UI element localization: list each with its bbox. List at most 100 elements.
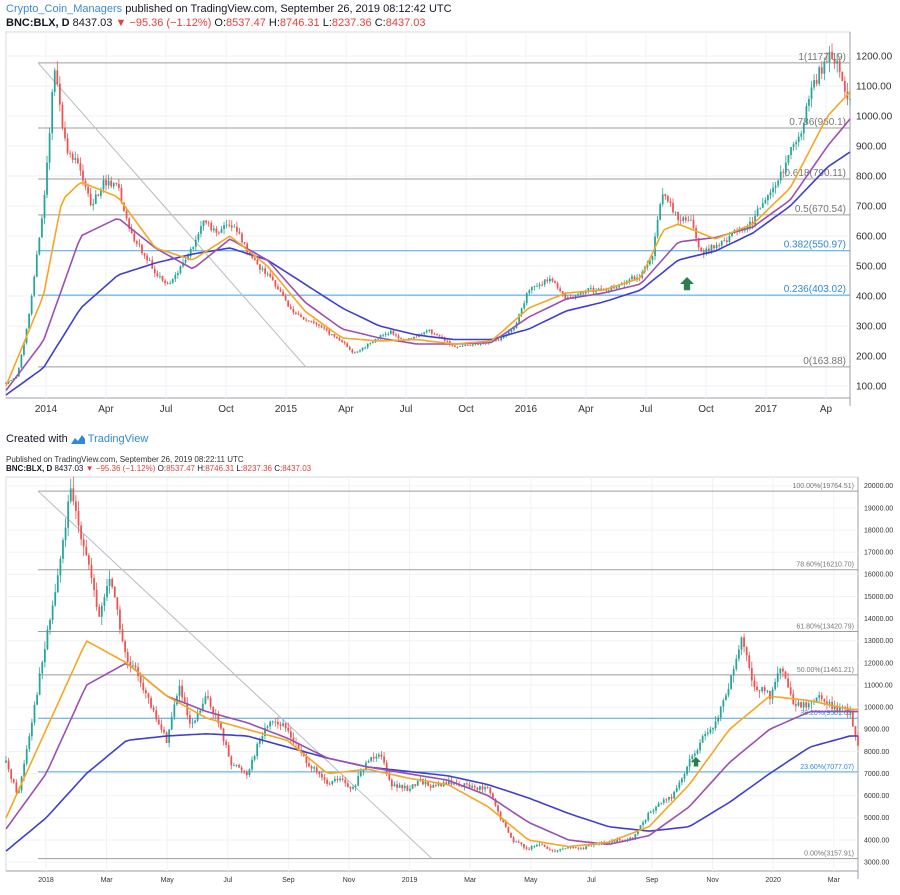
candle-body: [469, 345, 472, 347]
candle-body: [820, 695, 823, 700]
candle-body: [64, 527, 67, 541]
candle-body: [189, 248, 192, 257]
candle-body: [336, 336, 338, 339]
candle-body: [551, 849, 554, 851]
down-triangle-icon: ▼: [85, 464, 94, 473]
candle-body: [651, 256, 654, 260]
candle-body: [89, 193, 92, 206]
candle-body: [256, 743, 259, 757]
candle-body: [160, 724, 163, 730]
candle-body: [112, 183, 115, 187]
candle-body: [197, 233, 200, 240]
candle-body: [797, 136, 800, 143]
candle-body: [662, 799, 665, 803]
candle-body: [33, 704, 36, 723]
candle-body: [836, 60, 839, 64]
candle-body: [176, 273, 179, 275]
candle-body: [682, 217, 685, 221]
candle-body: [507, 827, 510, 833]
candle-body: [377, 338, 379, 340]
candle-body: [169, 282, 172, 284]
candle-body: [352, 786, 354, 789]
candle-body: [33, 276, 36, 296]
candle-body: [420, 334, 423, 335]
chart1-area[interactable]: 1200.00 1100.00 1000.00 900.00 800.00 700.00 6…: [0, 30, 900, 428]
candle-body: [608, 842, 611, 844]
candle-body: [523, 844, 525, 848]
candle-body: [758, 689, 761, 692]
candle-body: [313, 767, 316, 769]
candle-body: [795, 142, 798, 145]
candle-body: [525, 293, 528, 304]
candle-body: [766, 690, 769, 692]
candle-body: [356, 351, 359, 353]
fib-level-label: 100.00%(19764.51): [793, 483, 855, 490]
open-value: 8537.47: [166, 464, 195, 473]
candle-body: [171, 279, 174, 283]
candle-body: [838, 60, 841, 72]
candle-body: [512, 837, 515, 843]
candle-body: [732, 669, 735, 676]
candle-body: [554, 850, 556, 852]
candle-body: [382, 334, 384, 336]
candle-body: [119, 609, 121, 630]
close-label: C:: [274, 464, 283, 473]
candle-body: [704, 734, 707, 737]
y-tick-label: 9000.00: [864, 727, 889, 734]
candle-body: [579, 292, 582, 295]
tradingview-logo-icon: [70, 435, 85, 444]
candle-body: [535, 845, 538, 847]
candle-body: [215, 228, 218, 233]
y-tick-label: 20000.00: [864, 483, 893, 490]
candle-body: [700, 247, 703, 252]
candle-body: [264, 268, 266, 274]
candle-body: [660, 802, 663, 804]
candle-body: [150, 697, 152, 708]
candle-body: [777, 180, 780, 186]
candle-body: [366, 343, 369, 348]
last-price: 8437.03: [54, 464, 84, 473]
candle-body: [166, 283, 169, 284]
candle-body: [730, 675, 732, 689]
candle-body: [802, 702, 805, 708]
fib-level-label: 0(163.88): [803, 356, 846, 367]
candle-body: [259, 264, 261, 270]
candle-body: [668, 796, 670, 800]
price-change: −95.36 (−1.12%): [129, 17, 212, 29]
chart2-area[interactable]: 20000.00 19000.00 18000.00 17000.00 16000.00…: [0, 473, 900, 893]
candle-body: [90, 564, 93, 579]
candle-body: [533, 846, 536, 848]
candle-body: [326, 779, 329, 784]
candle-body: [243, 770, 246, 773]
candle-body: [261, 735, 264, 740]
candle-body: [94, 194, 97, 204]
author-link[interactable]: Crypto_Coin_Managers: [6, 3, 123, 15]
candle-body: [7, 380, 10, 384]
x-tick-label: 2014: [35, 404, 58, 415]
low-value: 8237.36: [243, 464, 272, 473]
candle-body: [359, 771, 362, 777]
moving-average-slow-line: [5, 732, 858, 852]
candle-body: [722, 700, 725, 707]
candle-body: [520, 842, 523, 845]
tradingview-brand[interactable]: TradingView: [87, 433, 149, 445]
candle-body: [174, 274, 177, 280]
candle-body: [818, 695, 821, 698]
y-tick-label: 1100.00: [856, 81, 892, 92]
candle-body: [486, 787, 489, 788]
candle-body: [56, 575, 59, 593]
candle-body: [460, 786, 463, 788]
candle-body: [349, 786, 352, 789]
candle-body: [636, 829, 639, 835]
y-tick-label: 13000.00: [864, 638, 893, 645]
fib-level-label: 0.00%(3157.91): [804, 851, 854, 858]
candle-body: [71, 153, 74, 160]
x-tick-label: Sep: [646, 877, 659, 884]
candle-body: [710, 245, 713, 251]
candle-body: [461, 345, 464, 347]
x-tick-label: Mar: [464, 877, 477, 884]
candle-body: [287, 300, 290, 307]
candle-body: [116, 597, 119, 610]
candle-body: [473, 786, 476, 788]
candle-body: [792, 144, 795, 147]
